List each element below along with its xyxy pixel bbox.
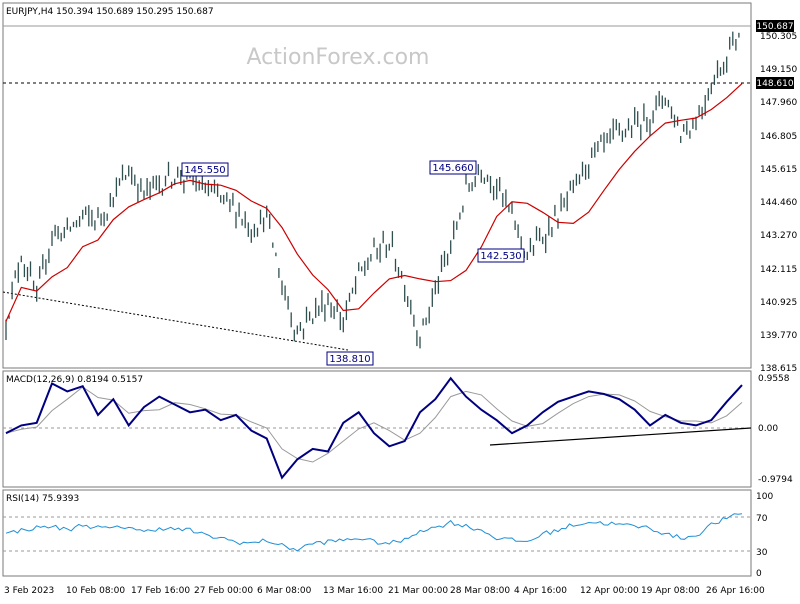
annotation-142530: 142.530 (477, 248, 525, 263)
macd-signal-line (5, 386, 743, 463)
y-tick-label: 139.770 (760, 331, 797, 341)
y-tick-label: 144.460 (760, 198, 797, 208)
rsi-y-tick-label: 100 (756, 492, 773, 502)
rsi-panel-header: RSI(14) 75.9393 (6, 494, 79, 504)
x-tick-label: 4 Apr 16:00 (514, 586, 567, 596)
annotation-label: 145.550 (184, 165, 225, 176)
macd-y-tick-label: 0.00 (758, 424, 778, 434)
x-tick-label: 10 Feb 08:00 (66, 586, 125, 596)
x-tick-label: 21 Mar 00:00 (388, 586, 448, 596)
x-tick-label: 12 Apr 00:00 (580, 586, 639, 596)
macd-y-tick-label: 0.9558 (758, 374, 790, 384)
macd-trendline (489, 427, 752, 446)
annotation-label: 145.660 (432, 163, 473, 174)
annotation-box (429, 160, 477, 175)
resistance-price-tag-label: 148.610 (756, 79, 793, 89)
x-tick-label: 27 Feb 00:00 (194, 586, 253, 596)
price-bars-group (5, 31, 740, 349)
x-tick-label: 26 Apr 16:00 (706, 586, 765, 596)
annotation-label: 142.530 (480, 251, 521, 262)
x-tick-label: 19 Apr 08:00 (641, 586, 700, 596)
y-tick-label: 146.805 (760, 132, 797, 142)
y-tick-label: 140.925 (760, 298, 797, 308)
main-panel-header: EURJPY,H4 150.394 150.689 150.295 150.68… (6, 7, 214, 17)
annotation-138810: 138.810 (326, 351, 374, 366)
x-tick-label: 17 Feb 16:00 (131, 586, 190, 596)
annotation-145660: 145.660 (429, 160, 477, 175)
current-price-tag-box (756, 20, 794, 32)
macd-panel-frame (2, 370, 752, 488)
annotation-box (181, 162, 229, 177)
y-tick-label: 143.270 (760, 231, 797, 241)
main-y-axis: 150.305 149.150 147.960 146.805 145.615 … (760, 32, 797, 374)
x-axis: 3 Feb 2023 10 Feb 08:00 17 Feb 16:00 27 … (4, 586, 765, 596)
x-tick-label: 6 Mar 08:00 (257, 586, 312, 596)
annotation-box (477, 248, 525, 263)
y-tick-label: 147.960 (760, 98, 797, 108)
main-panel-frame (2, 2, 752, 369)
x-tick-label: 3 Feb 2023 (4, 586, 54, 596)
rsi-y-axis: 100 70 30 0 (756, 492, 773, 579)
annotation-label: 138.810 (329, 354, 370, 365)
macd-y-axis: 0.9558 0.00 -0.9794 (758, 374, 793, 485)
rsi-y-tick-label: 70 (756, 514, 768, 524)
rsi-panel-frame (2, 489, 752, 577)
x-tick-label: 13 Mar 16:00 (323, 586, 383, 596)
rsi-line (5, 513, 743, 552)
current-price-tag: 150.687 (756, 20, 794, 32)
y-tick-label: 145.615 (760, 165, 797, 175)
x-tick-label: 28 Mar 08:00 (450, 586, 510, 596)
resistance-price-tag: 148.610 (756, 77, 794, 89)
y-tick-label: 150.305 (760, 32, 797, 42)
rsi-y-tick-label: 0 (756, 569, 762, 579)
current-price-tag-label: 150.687 (756, 22, 793, 32)
annotation-box (326, 351, 374, 366)
y-tick-label: 138.615 (760, 364, 797, 374)
moving-average-line (5, 83, 743, 322)
macd-panel-header: MACD(12,26,9) 0.8194 0.5157 (6, 375, 143, 385)
resistance-price-tag-box (756, 77, 794, 89)
watermark: ActionForex.com (247, 45, 430, 70)
macd-y-tick-label: -0.9794 (758, 475, 793, 485)
macd-line (5, 376, 743, 480)
y-tick-label: 149.150 (760, 65, 797, 75)
annotation-145550: 145.550 (181, 162, 229, 177)
rsi-y-tick-label: 30 (756, 548, 768, 558)
y-tick-label: 142.115 (760, 265, 797, 275)
